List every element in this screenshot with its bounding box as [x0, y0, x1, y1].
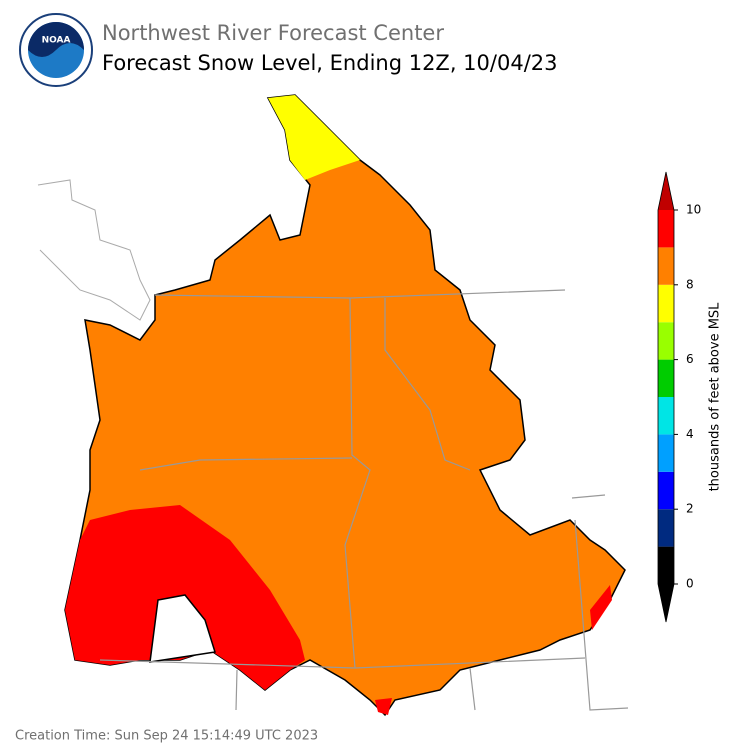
yellow-zone [268, 95, 360, 180]
tick-label: 2 [686, 502, 694, 516]
color-bin [658, 471, 674, 510]
noaa-logo: NOAA [19, 13, 93, 87]
colorbar-label: thousands of feet above MSL [708, 302, 723, 492]
coastline [37, 179, 151, 321]
title: Forecast Snow Level, Ending 12Z, 10/04/2… [102, 51, 558, 75]
agency: Northwest River Forecast Center [102, 21, 444, 45]
color-bin [658, 210, 674, 248]
map [37, 94, 629, 717]
logo-text: NOAA [42, 36, 71, 46]
tick-label: 10 [686, 203, 701, 217]
footer: Creation Time: Sun Sep 24 15:14:49 UTC 2… [15, 729, 318, 744]
tick-label: 6 [686, 352, 694, 366]
tick-label: 4 [686, 427, 694, 441]
red-zone [375, 698, 392, 715]
color-bin [658, 546, 674, 584]
color-bin [658, 247, 674, 285]
under-arrow [658, 584, 674, 622]
red-zone [590, 585, 612, 630]
state-lines [99, 289, 629, 711]
color-bin [658, 434, 674, 472]
outside-notch [149, 594, 216, 663]
color-bin [658, 397, 674, 435]
colorbar: 0 2 4 6 8 10 [657, 171, 701, 623]
color-bin [658, 359, 674, 397]
color-bin [658, 322, 674, 360]
over-arrow [658, 172, 674, 210]
color-bin [658, 284, 674, 323]
color-bin [658, 509, 674, 547]
tick-label: 0 [686, 577, 694, 591]
tick-label: 8 [686, 277, 694, 291]
